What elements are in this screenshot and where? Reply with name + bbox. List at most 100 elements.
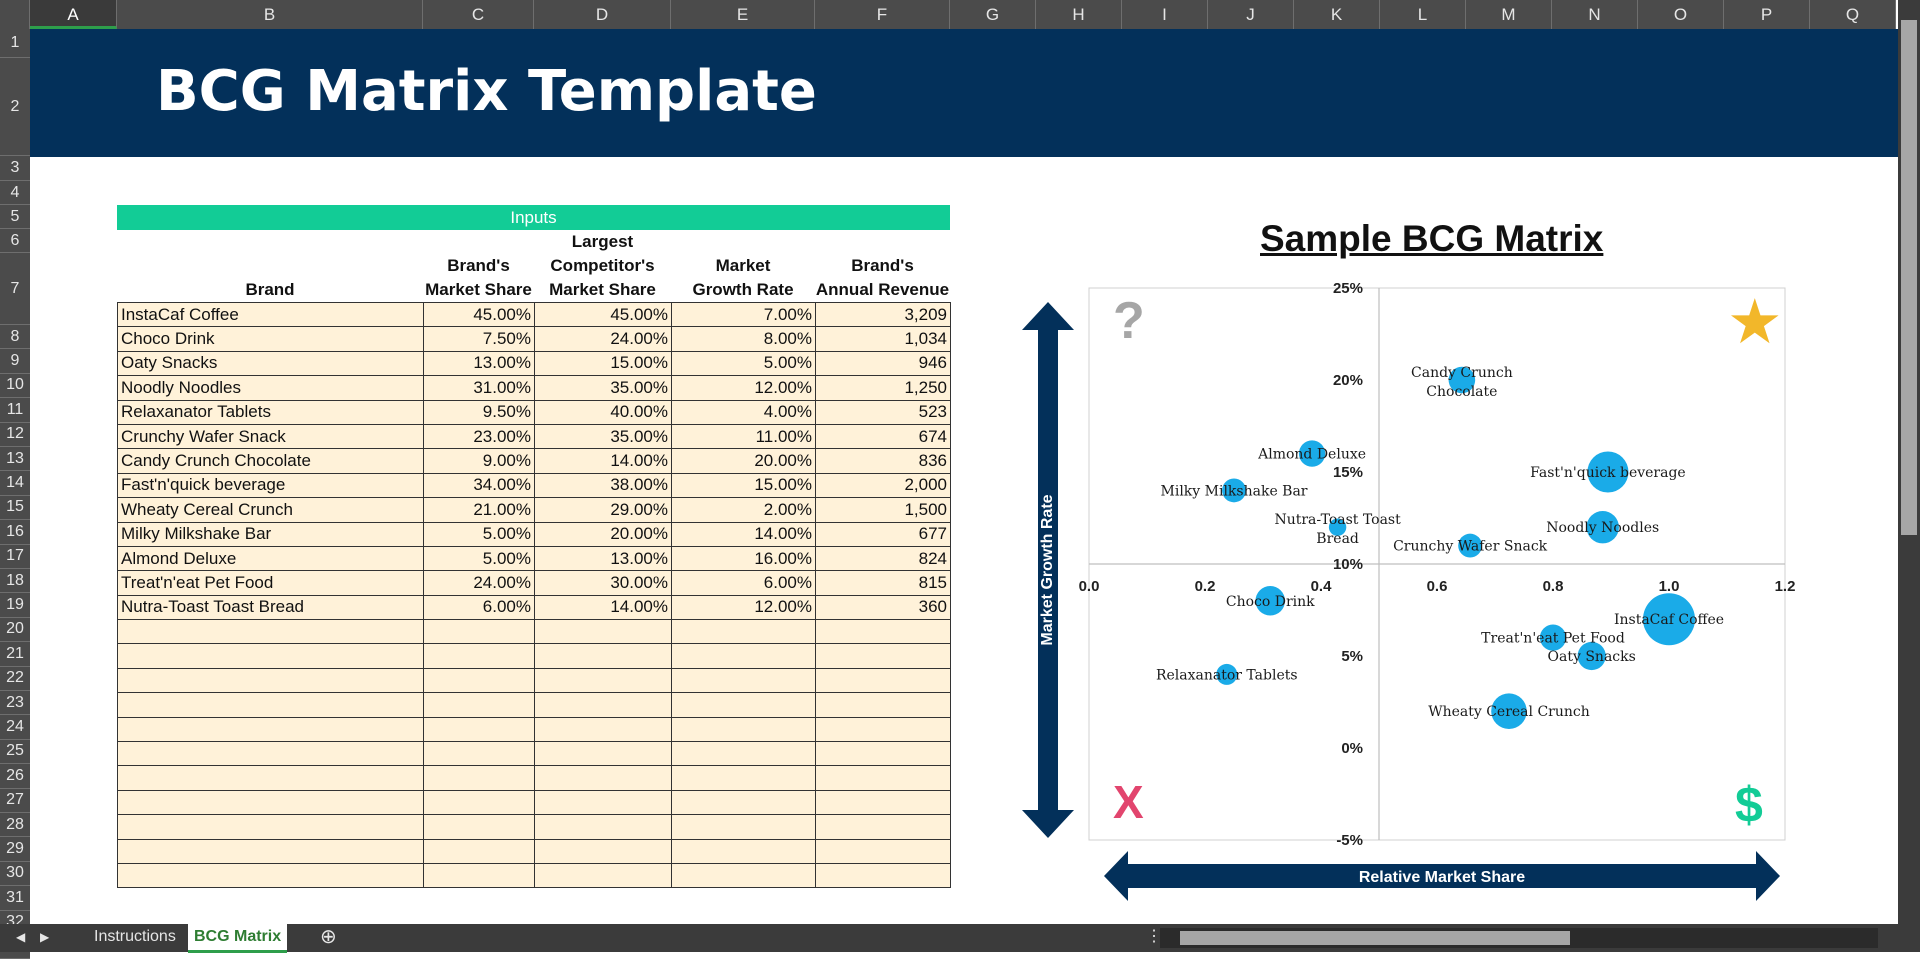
table-cell[interactable]: 1,250 <box>815 375 951 401</box>
table-cell[interactable] <box>815 765 951 791</box>
horizontal-scroll-thumb[interactable] <box>1180 931 1570 945</box>
row-header[interactable]: 20 <box>0 617 30 643</box>
row-header[interactable]: 13 <box>0 447 30 472</box>
column-header[interactable]: I <box>1122 0 1208 29</box>
table-cell[interactable]: 946 <box>815 350 951 377</box>
row-header[interactable]: 26 <box>0 764 30 789</box>
column-header[interactable]: E <box>671 0 815 29</box>
column-header[interactable]: F <box>815 0 950 29</box>
table-cell[interactable]: 15.00% <box>671 472 816 499</box>
row-header[interactable]: 4 <box>0 181 30 205</box>
table-cell[interactable]: 7.50% <box>423 326 535 352</box>
row-header[interactable]: 19 <box>0 593 30 618</box>
table-cell[interactable]: 40.00% <box>534 399 672 425</box>
table-cell[interactable]: Almond Deluxe <box>117 545 424 572</box>
vertical-scroll-thumb[interactable] <box>1901 20 1917 535</box>
table-cell[interactable]: 1,034 <box>815 326 951 352</box>
table-cell[interactable]: 12.00% <box>671 594 816 621</box>
row-header[interactable]: 1 <box>0 29 30 58</box>
table-cell[interactable]: 13.00% <box>534 545 672 572</box>
table-cell[interactable] <box>671 741 816 767</box>
table-cell[interactable] <box>117 765 424 791</box>
table-cell[interactable]: 24.00% <box>534 326 672 352</box>
tab-bcg-matrix[interactable]: BCG Matrix <box>188 924 288 953</box>
table-cell[interactable] <box>117 789 424 816</box>
table-cell[interactable]: Fast'n'quick beverage <box>117 472 424 499</box>
table-cell[interactable] <box>117 619 424 645</box>
table-cell[interactable] <box>117 838 424 864</box>
row-header[interactable]: 24 <box>0 715 30 740</box>
column-header[interactable]: B <box>117 0 423 29</box>
column-header[interactable]: L <box>1380 0 1466 29</box>
table-cell[interactable] <box>534 643 672 669</box>
table-cell[interactable] <box>671 862 816 889</box>
column-header[interactable]: M <box>1466 0 1552 29</box>
table-cell[interactable] <box>815 619 951 645</box>
table-cell[interactable]: 20.00% <box>534 521 672 547</box>
table-cell[interactable]: 13.00% <box>423 350 535 377</box>
table-cell[interactable]: 5.00% <box>423 545 535 572</box>
table-cell[interactable]: 360 <box>815 594 951 621</box>
table-cell[interactable] <box>117 862 424 889</box>
table-cell[interactable]: 9.00% <box>423 448 535 474</box>
table-cell[interactable]: 34.00% <box>423 472 535 499</box>
table-cell[interactable] <box>423 789 535 816</box>
table-cell[interactable] <box>534 667 672 694</box>
table-cell[interactable] <box>534 838 672 864</box>
row-header[interactable]: 21 <box>0 642 30 667</box>
row-header[interactable]: 5 <box>0 205 30 229</box>
column-header[interactable]: P <box>1724 0 1810 29</box>
table-cell[interactable] <box>117 667 424 694</box>
table-cell[interactable]: 4.00% <box>671 399 816 425</box>
column-header[interactable]: O <box>1638 0 1724 29</box>
row-header[interactable]: 9 <box>0 349 30 374</box>
table-cell[interactable]: 674 <box>815 423 951 450</box>
column-header[interactable]: N <box>1552 0 1638 29</box>
table-cell[interactable] <box>815 716 951 743</box>
table-cell[interactable]: 38.00% <box>534 472 672 499</box>
table-cell[interactable]: 12.00% <box>671 375 816 401</box>
row-header[interactable]: 14 <box>0 471 30 496</box>
row-header[interactable]: 25 <box>0 739 30 765</box>
table-cell[interactable]: Treat'n'eat Pet Food <box>117 570 424 596</box>
row-header[interactable]: 3 <box>0 156 30 181</box>
row-header[interactable]: 31 <box>0 886 30 911</box>
table-cell[interactable] <box>117 643 424 669</box>
table-cell[interactable]: 677 <box>815 521 951 547</box>
row-header[interactable]: 6 <box>0 229 30 253</box>
row-header[interactable]: 18 <box>0 569 30 594</box>
table-cell[interactable]: Noodly Noodles <box>117 375 424 401</box>
column-header[interactable]: K <box>1294 0 1380 29</box>
table-cell[interactable]: 3,209 <box>815 301 951 328</box>
table-cell[interactable]: 14.00% <box>534 594 672 621</box>
table-cell[interactable]: Nutra-Toast Toast Bread <box>117 594 424 621</box>
table-cell[interactable] <box>534 741 672 767</box>
row-header[interactable]: 11 <box>0 398 30 423</box>
row-header[interactable]: 23 <box>0 691 30 716</box>
right-arrow-icon[interactable]: ▶ <box>40 930 50 944</box>
table-cell[interactable] <box>117 692 424 718</box>
table-cell[interactable]: 35.00% <box>534 423 672 450</box>
column-header[interactable]: A <box>30 0 117 29</box>
row-header[interactable]: 2 <box>0 58 30 156</box>
table-cell[interactable] <box>815 814 951 840</box>
table-cell[interactable]: Choco Drink <box>117 326 424 352</box>
table-cell[interactable] <box>534 716 672 743</box>
row-header[interactable]: 12 <box>0 422 30 447</box>
table-cell[interactable] <box>815 643 951 669</box>
table-cell[interactable] <box>534 862 672 889</box>
table-cell[interactable]: 836 <box>815 448 951 474</box>
table-cell[interactable] <box>815 838 951 864</box>
table-cell[interactable] <box>671 692 816 718</box>
table-cell[interactable]: 20.00% <box>671 448 816 474</box>
table-cell[interactable] <box>671 814 816 840</box>
table-cell[interactable]: 2.00% <box>671 497 816 523</box>
column-header[interactable]: D <box>534 0 671 29</box>
table-cell[interactable]: 523 <box>815 399 951 425</box>
row-header[interactable]: 16 <box>0 520 30 545</box>
horizontal-scrollbar[interactable] <box>1160 928 1878 948</box>
row-header[interactable]: 30 <box>0 861 30 887</box>
table-cell[interactable]: Oaty Snacks <box>117 350 424 377</box>
table-cell[interactable]: 6.00% <box>671 570 816 596</box>
table-cell[interactable]: InstaCaf Coffee <box>117 301 424 328</box>
